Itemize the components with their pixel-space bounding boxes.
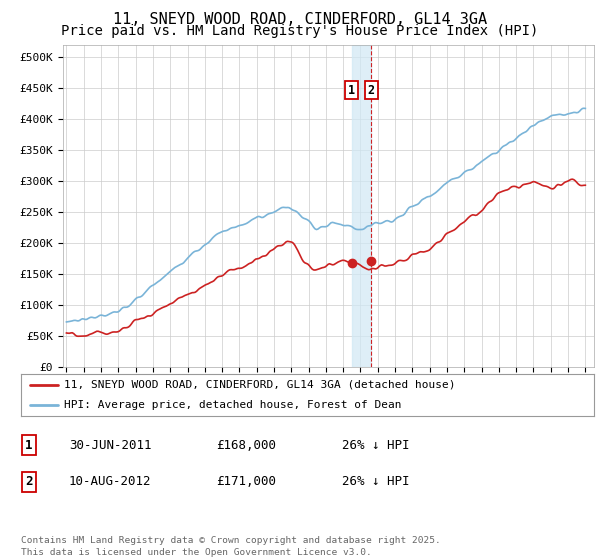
Text: 11, SNEYD WOOD ROAD, CINDERFORD, GL14 3GA (detached house): 11, SNEYD WOOD ROAD, CINDERFORD, GL14 3G… bbox=[64, 380, 455, 390]
Text: 26% ↓ HPI: 26% ↓ HPI bbox=[342, 438, 409, 452]
Text: 2: 2 bbox=[367, 83, 374, 96]
Text: Price paid vs. HM Land Registry's House Price Index (HPI): Price paid vs. HM Land Registry's House … bbox=[61, 24, 539, 38]
Text: Contains HM Land Registry data © Crown copyright and database right 2025.
This d: Contains HM Land Registry data © Crown c… bbox=[21, 536, 441, 557]
Text: £168,000: £168,000 bbox=[216, 438, 276, 452]
Text: 10-AUG-2012: 10-AUG-2012 bbox=[69, 475, 151, 488]
Bar bbox=[352, 45, 371, 367]
Text: 2: 2 bbox=[25, 475, 32, 488]
Text: 26% ↓ HPI: 26% ↓ HPI bbox=[342, 475, 409, 488]
Text: HPI: Average price, detached house, Forest of Dean: HPI: Average price, detached house, Fore… bbox=[64, 400, 401, 410]
Text: 1: 1 bbox=[348, 83, 355, 96]
Text: 30-JUN-2011: 30-JUN-2011 bbox=[69, 438, 151, 452]
Text: 11, SNEYD WOOD ROAD, CINDERFORD, GL14 3GA: 11, SNEYD WOOD ROAD, CINDERFORD, GL14 3G… bbox=[113, 12, 487, 27]
Text: 1: 1 bbox=[25, 438, 32, 452]
Text: £171,000: £171,000 bbox=[216, 475, 276, 488]
